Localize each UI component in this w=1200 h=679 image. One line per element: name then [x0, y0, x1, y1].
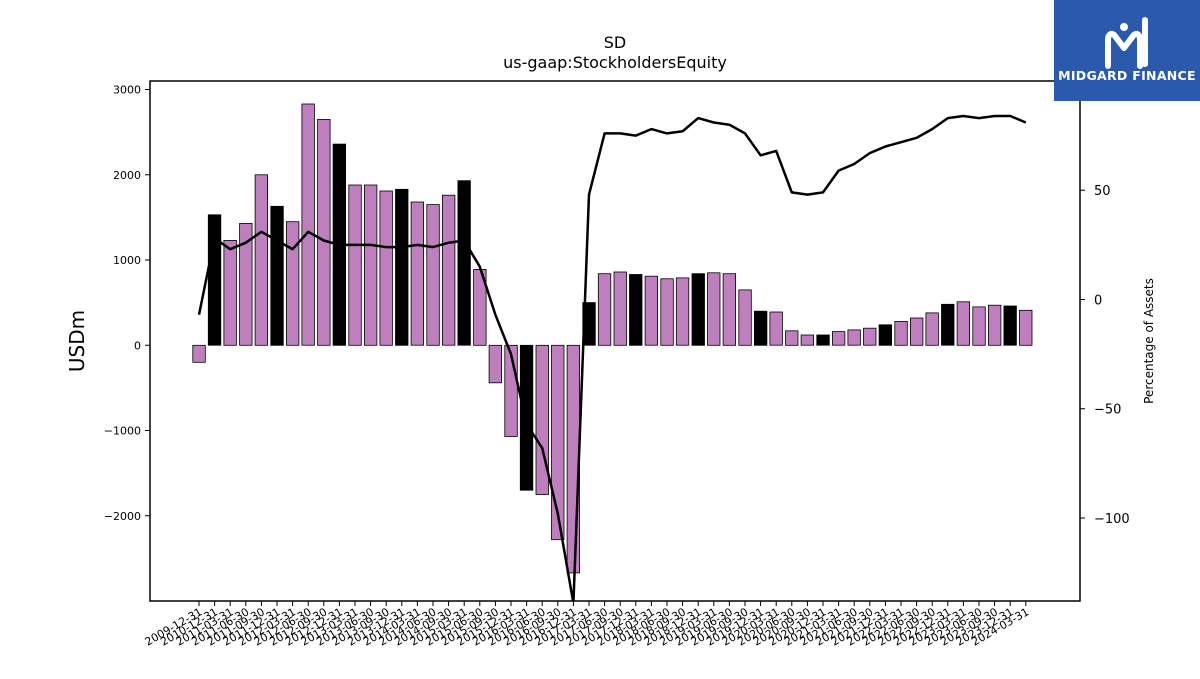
bar	[800, 334, 814, 346]
bar	[972, 306, 986, 346]
bar	[488, 344, 503, 384]
chart-subtitle: us-gaap:StockholdersEquity	[503, 53, 727, 72]
bar	[395, 188, 409, 346]
bar	[223, 239, 237, 346]
y-tick-label: −1000	[104, 425, 141, 438]
bar	[207, 214, 222, 346]
brand-logo: MIDGARD FINANCE	[1054, 0, 1200, 101]
bar	[925, 312, 939, 346]
bar	[863, 327, 877, 346]
bar	[785, 330, 799, 346]
y-tick-label: −2000	[104, 510, 141, 523]
y-tick-label: 0	[134, 339, 141, 352]
bar	[535, 344, 549, 495]
bar	[707, 272, 721, 346]
bar	[1019, 309, 1033, 346]
bar	[285, 221, 300, 346]
brand-mark-icon	[1105, 17, 1148, 69]
y-tick-label: 3000	[113, 84, 141, 97]
y2-tick-label: −100	[1094, 512, 1130, 527]
y2-tick-label: 0	[1094, 293, 1102, 308]
bar	[192, 344, 206, 363]
bar	[629, 274, 643, 346]
bar	[519, 344, 534, 491]
bar	[816, 334, 830, 346]
bar	[239, 222, 253, 346]
bar	[988, 304, 1002, 346]
bar	[426, 204, 440, 346]
bar	[660, 278, 674, 346]
bar	[301, 103, 315, 346]
bar	[722, 273, 736, 346]
bar	[613, 271, 627, 346]
bar	[441, 194, 456, 346]
y2-tick-label: 50	[1094, 184, 1111, 199]
bar	[956, 301, 970, 346]
y-tick-label: 2000	[113, 169, 141, 182]
bar	[582, 302, 596, 346]
chart-title: SD	[604, 33, 626, 52]
bar	[597, 273, 612, 346]
bar	[847, 329, 861, 346]
bar	[1003, 305, 1017, 346]
bar	[754, 310, 768, 346]
bar-series	[192, 103, 1033, 574]
bar	[894, 320, 908, 346]
brand-name: MIDGARD FINANCE	[1058, 68, 1196, 83]
y2-tick-label: −50	[1094, 403, 1121, 418]
bar	[348, 184, 362, 346]
line-series-path	[197, 114, 1027, 601]
bar	[410, 201, 425, 346]
y-axis-label: USDm	[65, 310, 89, 372]
bar	[254, 174, 269, 346]
bar	[644, 275, 658, 346]
bar	[832, 331, 846, 346]
bar	[941, 303, 955, 346]
bar	[738, 289, 752, 346]
y-tick-label: 1000	[113, 254, 141, 267]
bar	[379, 190, 393, 346]
bar	[910, 317, 924, 346]
bar	[551, 344, 565, 541]
axes: −2000−10000100020003000−100−500502009-12…	[104, 80, 1130, 649]
line-series	[197, 114, 1027, 601]
bar	[769, 311, 783, 346]
plot-frame	[149, 80, 1081, 602]
bar	[270, 205, 284, 346]
bar	[878, 324, 892, 346]
bar	[675, 277, 690, 346]
y2-axis-label: Percentage of Assets	[1142, 278, 1156, 404]
bar	[363, 184, 378, 346]
bar	[691, 273, 705, 346]
bar	[317, 119, 331, 346]
bar	[457, 180, 471, 346]
